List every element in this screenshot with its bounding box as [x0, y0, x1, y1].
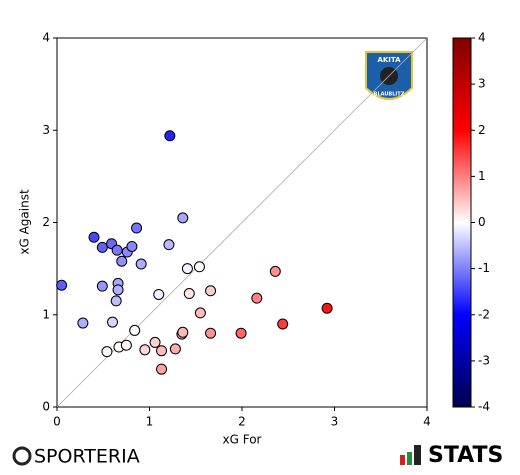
point — [120, 339, 132, 351]
x-tick-label: 3 — [331, 415, 339, 429]
point — [277, 318, 289, 330]
point — [235, 327, 247, 339]
stats-bar — [407, 452, 412, 465]
point — [131, 222, 143, 234]
stats-bar — [400, 455, 405, 465]
y-tick-label: 2 — [42, 215, 50, 229]
point — [164, 130, 176, 142]
y-tick-label: 3 — [42, 123, 50, 137]
point — [156, 363, 168, 375]
point — [149, 336, 161, 348]
logo-top: AKITA — [377, 56, 401, 64]
point — [56, 279, 68, 291]
point — [129, 324, 141, 336]
footer-right-text: STATS — [428, 443, 503, 468]
point — [77, 317, 89, 329]
colorbar-tick-label: -3 — [478, 353, 490, 367]
y-tick-label: 4 — [42, 31, 50, 45]
point — [181, 263, 193, 275]
point — [205, 285, 217, 297]
point — [183, 288, 195, 300]
point — [111, 244, 123, 256]
footer-left-text: SPORTERIA — [34, 446, 140, 468]
colorbar-tick-label: -2 — [478, 307, 490, 321]
x-axis-label: xG For — [223, 433, 262, 447]
footer-right: STATS — [400, 443, 503, 468]
x-tick-label: 0 — [53, 415, 61, 429]
point — [153, 288, 165, 300]
point — [135, 258, 147, 270]
point — [177, 212, 189, 224]
point — [96, 280, 108, 292]
point — [269, 265, 281, 277]
footer-left: SPORTERIA — [12, 446, 140, 468]
point — [107, 316, 118, 328]
point — [126, 240, 138, 252]
point — [163, 239, 175, 251]
x-tick-label: 4 — [423, 415, 431, 429]
y-axis-label: xG Against — [18, 189, 32, 255]
point — [156, 345, 168, 357]
colorbar-tick-label: 4 — [478, 31, 486, 45]
point — [101, 346, 113, 358]
point — [96, 241, 108, 253]
colorbar-tick-label: 2 — [478, 123, 486, 137]
logo-bottom: BLAUBLITZ — [374, 92, 405, 98]
colorbar-tick-label: 0 — [478, 215, 486, 229]
point — [169, 343, 181, 355]
x-tick-label: 2 — [238, 415, 246, 429]
point — [251, 292, 263, 304]
point — [139, 344, 151, 356]
point — [193, 261, 205, 273]
colorbar-tick-label: 1 — [478, 169, 486, 183]
colorbar-tick-label: -4 — [478, 400, 490, 414]
colorbar-tick-label: 3 — [478, 77, 486, 91]
point — [194, 307, 206, 319]
point — [110, 295, 122, 307]
stats-bar — [414, 445, 421, 465]
colorbar-tick-label: -1 — [478, 261, 490, 275]
y-tick-label: 1 — [42, 307, 50, 321]
sporteria-icon — [12, 446, 32, 466]
colorbar — [452, 37, 472, 408]
y-tick-label: 0 — [42, 400, 50, 414]
diagonal-line — [56, 37, 428, 408]
point — [116, 255, 128, 267]
point — [205, 327, 217, 339]
point — [112, 284, 124, 296]
point — [88, 231, 100, 243]
point — [177, 326, 189, 338]
x-tick-label: 1 — [146, 415, 154, 429]
point — [321, 302, 333, 314]
